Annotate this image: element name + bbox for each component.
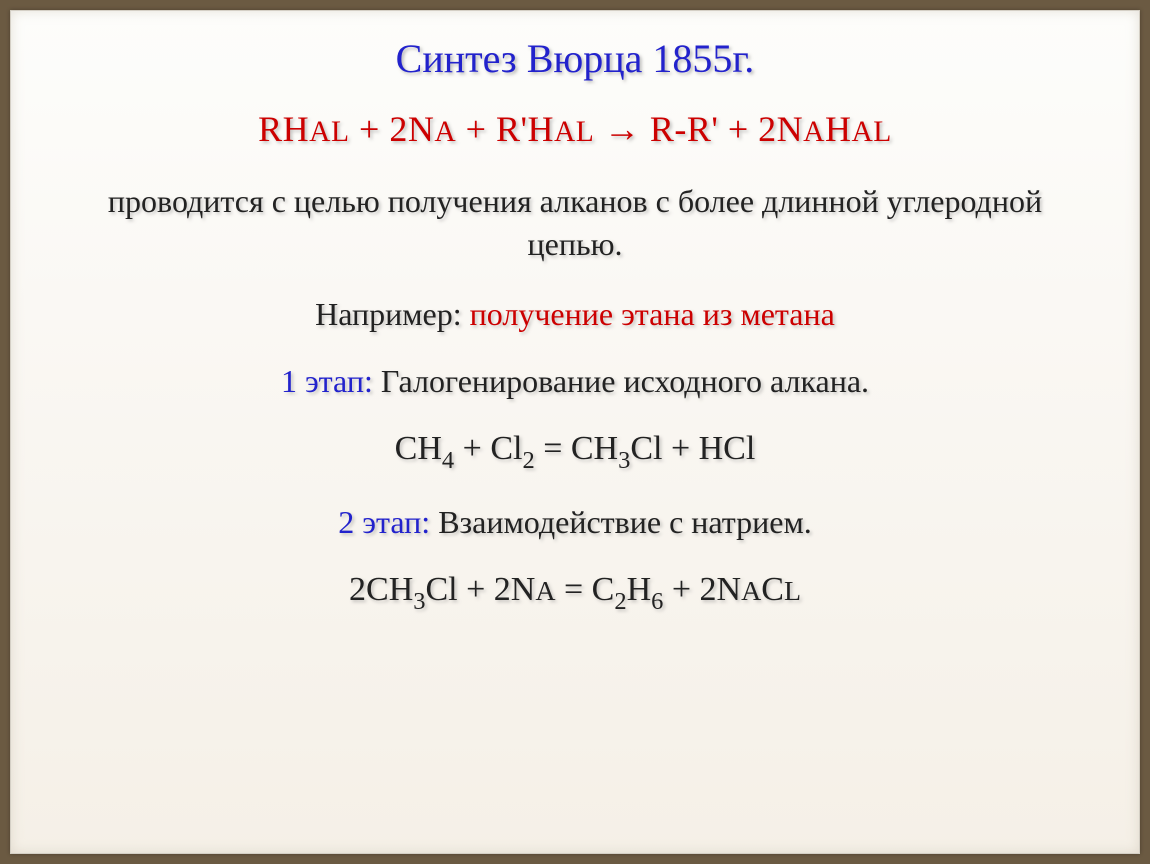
slide-frame: Синтез Вюрца 1855г. RHAL + 2NA + R'HAL →… [10,10,1140,854]
stage1-text: Галогенирование исходного алкана. [381,363,869,399]
description-text: проводится с целью получения алканов с б… [81,180,1069,266]
stage2-text: Взаимодействие с натрием. [438,504,812,540]
example-prefix: Например: [315,296,469,332]
example-main: получение этана из метана [470,296,835,332]
slide-title: Синтез Вюрца 1855г. [81,35,1069,82]
stage1-line: 1 этап: Галогенирование исходного алкана… [81,363,1069,400]
example-line: Например: получение этана из метана [81,296,1069,333]
equation2: 2CH3Cl + 2NA = C2H6 + 2NACL [81,571,1069,615]
stage2-line: 2 этап: Взаимодействие с натрием. [81,504,1069,541]
equation1: CH4 + Cl2 = CH3Cl + HCl [81,430,1069,474]
stage2-label: 2 этап: [338,504,438,540]
stage1-label: 1 этап: [281,363,381,399]
main-equation: RHAL + 2NA + R'HAL → R-R' + 2NAHAL [81,108,1069,150]
